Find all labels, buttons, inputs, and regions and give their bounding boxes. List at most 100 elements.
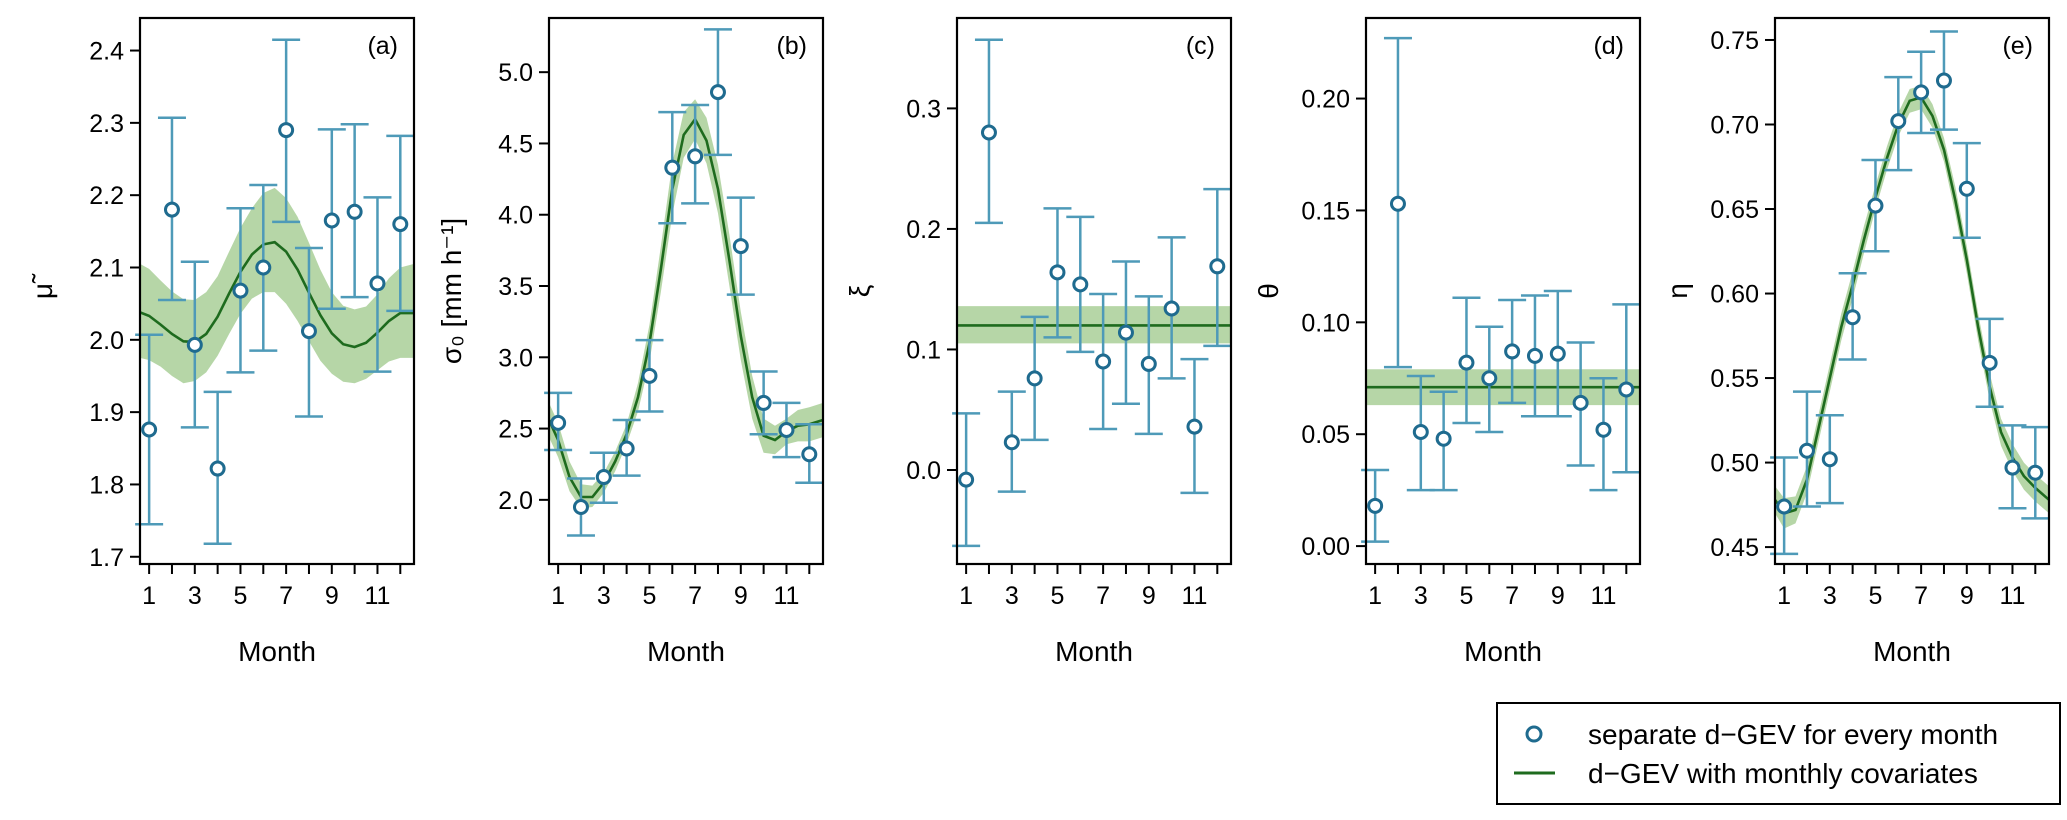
- data-point: [1913, 84, 1930, 101]
- y-tick-label: 4.5: [498, 130, 533, 158]
- x-tick-label: 5: [643, 582, 657, 610]
- data-point: [1981, 354, 1998, 371]
- legend: separate d−GEV for every month d−GEV wit…: [1496, 702, 2061, 805]
- data-point: [687, 148, 704, 165]
- data-point: [300, 323, 317, 340]
- data-point: [1844, 309, 1861, 326]
- covariate-curve: [140, 240, 414, 349]
- y-axis-label: η: [1662, 283, 1693, 299]
- legend-box: [1496, 702, 2061, 805]
- data-point: [1595, 421, 1612, 438]
- data-point: [595, 469, 612, 486]
- y-tick-label: 2.5: [498, 416, 533, 444]
- panel-tag: (b): [776, 32, 807, 60]
- data-point: [709, 84, 726, 101]
- y-tick-label: 1.9: [89, 399, 124, 427]
- y-tick-label: 2.0: [498, 487, 533, 515]
- y-tick-label: 0.45: [1710, 534, 1759, 562]
- panel-1: 1.7 1.8 1.9 2.0 2.1 2.2 2.3 2.4 1 3 5 7 9 11 Month μ̃ (a…: [27, 16, 416, 667]
- confidence-band: [140, 187, 414, 384]
- panel-frame: [547, 16, 825, 566]
- panels: 1.71.81.92.02.12.22.32.41 3 5 7 9 11Monthμ̃(a…: [27, 16, 2051, 667]
- data-point: [778, 421, 795, 438]
- data-point: [2004, 459, 2021, 476]
- data-point: [1504, 343, 1521, 360]
- data-point: [232, 282, 249, 299]
- x-axis-label: Month: [647, 636, 725, 667]
- y-tick-label: 5.0: [498, 59, 533, 87]
- data-point: [1435, 430, 1452, 447]
- y-tick-label: 1.8: [89, 471, 124, 499]
- y-tick-label: 0.20: [1301, 86, 1350, 114]
- panel-frame: [1364, 16, 1642, 566]
- x-tick-label: 11: [1181, 582, 1207, 610]
- data-point: [618, 440, 635, 457]
- x-tick-label: 9: [1960, 582, 1974, 610]
- data-point: [392, 216, 409, 233]
- data-point: [141, 421, 158, 438]
- y-tick-label: 0.05: [1301, 421, 1350, 449]
- legend-point-marker: [1525, 725, 1543, 743]
- y-tick-label: 0.70: [1710, 111, 1759, 139]
- data-point: [278, 122, 295, 139]
- y-tick-label: 0.50: [1710, 450, 1759, 478]
- x-tick-label: 11: [1999, 582, 2025, 610]
- x-tick-label: 9: [325, 582, 339, 610]
- x-axis-label: Month: [1873, 636, 1951, 667]
- data-point: [641, 367, 658, 384]
- data-point: [1935, 72, 1952, 89]
- y-tick-label: 0.00: [1301, 533, 1350, 561]
- y-tick-label: 4.0: [498, 202, 533, 230]
- data-point: [980, 124, 997, 141]
- x-tick-label: 1: [1777, 582, 1791, 610]
- data-point: [1618, 381, 1635, 398]
- data-point: [572, 498, 589, 515]
- panel-frame: [955, 16, 1233, 566]
- plot-area: [957, 306, 1231, 344]
- covariate-curve: [1775, 95, 2049, 515]
- panel-2: 2.0 2.5 3.0 3.5 4.0 4.5 5.0 1 3 5 7 9 11 Month σ₀ [mm …: [436, 16, 825, 667]
- confidence-band: [1775, 85, 2049, 529]
- panel-frame: [138, 16, 416, 566]
- x-tick-label: 5: [1869, 582, 1883, 610]
- y-tick-label: 0.10: [1301, 309, 1350, 337]
- legend-label-curve: d−GEV with monthly covariates: [1588, 758, 1978, 789]
- data-point: [1072, 276, 1089, 293]
- y-tick-label: 0.75: [1710, 27, 1759, 55]
- data-point: [1821, 451, 1838, 468]
- plot-area: [140, 187, 414, 384]
- x-tick-label: 11: [773, 582, 799, 610]
- y-tick-label: 3.0: [498, 344, 533, 372]
- data-point: [958, 471, 975, 488]
- x-tick-label: 1: [959, 582, 973, 610]
- data-point: [1003, 434, 1020, 451]
- x-tick-label: 3: [1005, 582, 1019, 610]
- plot-area: [1775, 85, 2049, 529]
- x-axis-label: Month: [238, 636, 316, 667]
- data-point: [801, 446, 818, 463]
- data-point: [1186, 418, 1203, 435]
- x-tick-label: 7: [688, 582, 702, 610]
- data-point: [1458, 354, 1475, 371]
- data-point: [732, 238, 749, 255]
- panel-3: 0.0 0.1 0.2 0.3 1 3 5 7 9 11 Month ξ (c): [844, 16, 1233, 667]
- data-point: [255, 259, 272, 276]
- y-tick-label: 0.60: [1710, 281, 1759, 309]
- x-tick-label: 7: [1096, 582, 1110, 610]
- x-tick-label: 1: [551, 582, 565, 610]
- y-axis-label: μ̃: [27, 273, 58, 299]
- x-tick-label: 5: [1460, 582, 1474, 610]
- data-point: [1095, 353, 1112, 370]
- data-point: [1367, 497, 1384, 514]
- data-point: [1026, 370, 1043, 387]
- legend-label-points: separate d−GEV for every month: [1588, 719, 1998, 750]
- data-point: [1209, 258, 1226, 275]
- y-axis-label: ξ: [844, 285, 875, 298]
- x-tick-label: 3: [188, 582, 202, 610]
- data-point: [1572, 394, 1589, 411]
- panel-5: 0.45 0.50 0.55 0.60 0.65 0.70 0.75 1 3 5 7 9 11 Month…: [1662, 16, 2051, 667]
- x-tick-label: 1: [1368, 582, 1382, 610]
- data-point: [1958, 180, 1975, 197]
- data-point: [346, 203, 363, 220]
